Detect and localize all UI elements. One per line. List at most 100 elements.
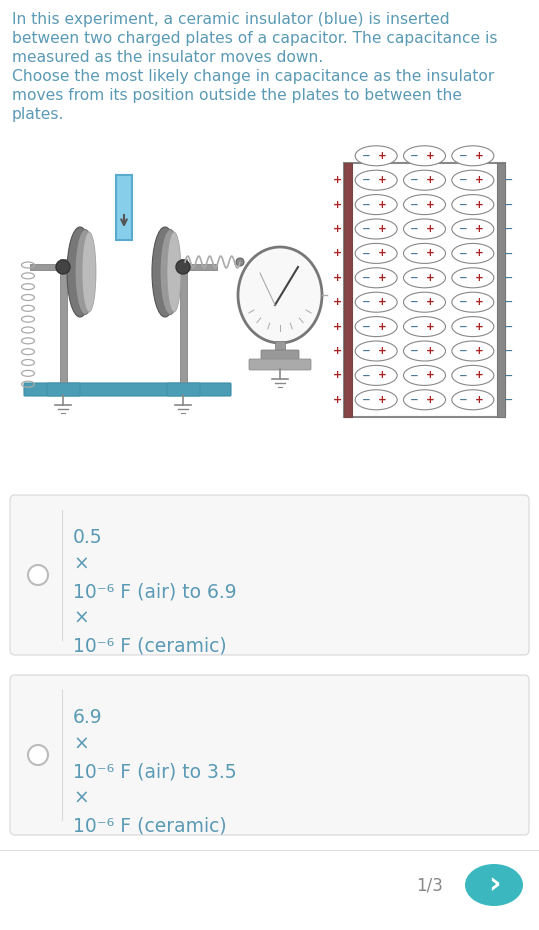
FancyBboxPatch shape <box>47 383 80 396</box>
Text: +: + <box>474 322 483 332</box>
Text: −: − <box>362 151 370 161</box>
Bar <box>344 163 505 417</box>
Text: +: + <box>474 298 483 307</box>
Bar <box>497 163 505 417</box>
Text: 10⁻⁶ F (air) to 3.5: 10⁻⁶ F (air) to 3.5 <box>73 762 237 781</box>
Text: +: + <box>378 322 386 332</box>
Text: +: + <box>378 224 386 234</box>
Text: −: − <box>362 224 370 234</box>
Ellipse shape <box>404 219 446 239</box>
Ellipse shape <box>355 219 397 239</box>
Text: +: + <box>426 322 435 332</box>
Text: −: − <box>410 346 419 356</box>
Ellipse shape <box>167 232 181 312</box>
Text: −: − <box>362 395 370 405</box>
Text: plates.: plates. <box>12 107 64 122</box>
Text: −: − <box>459 322 467 332</box>
Ellipse shape <box>452 390 494 410</box>
Text: +: + <box>426 272 435 283</box>
Bar <box>180 259 187 384</box>
Text: 10⁻⁶ F (ceramic): 10⁻⁶ F (ceramic) <box>73 816 226 835</box>
Text: measured as the insulator moves down.: measured as the insulator moves down. <box>12 50 323 65</box>
Text: −: − <box>362 175 370 185</box>
Text: −: − <box>410 248 419 259</box>
Text: +: + <box>378 346 386 356</box>
Text: +: + <box>474 200 483 209</box>
Bar <box>116 175 132 240</box>
Text: +: + <box>426 175 435 185</box>
Text: −: − <box>459 272 467 283</box>
Text: 10⁻⁶ F (air) to 6.9: 10⁻⁶ F (air) to 6.9 <box>73 582 237 601</box>
Ellipse shape <box>152 227 178 317</box>
Ellipse shape <box>160 230 180 314</box>
Ellipse shape <box>355 292 397 312</box>
Text: −: − <box>459 175 467 185</box>
Circle shape <box>28 565 48 585</box>
Text: −: − <box>505 346 514 356</box>
Text: +: + <box>334 248 343 259</box>
Text: +: + <box>378 151 386 161</box>
Bar <box>344 163 352 417</box>
Text: −: − <box>362 298 370 307</box>
Text: +: + <box>334 370 343 380</box>
Ellipse shape <box>355 365 397 385</box>
Text: −: − <box>459 395 467 405</box>
Text: +: + <box>474 175 483 185</box>
Text: −: − <box>505 298 514 307</box>
Text: +: + <box>334 272 343 283</box>
Text: −: − <box>410 370 419 380</box>
Circle shape <box>176 260 190 274</box>
Text: +: + <box>378 200 386 209</box>
Text: +: + <box>426 370 435 380</box>
Ellipse shape <box>465 864 523 906</box>
Ellipse shape <box>355 170 397 191</box>
Text: +: + <box>334 175 343 185</box>
Text: −: − <box>505 272 514 283</box>
Text: moves from its position outside the plates to between the: moves from its position outside the plat… <box>12 88 462 103</box>
Ellipse shape <box>238 247 322 343</box>
Ellipse shape <box>355 146 397 166</box>
Ellipse shape <box>404 170 446 191</box>
Ellipse shape <box>452 316 494 337</box>
Text: +: + <box>334 200 343 209</box>
Text: +: + <box>334 395 343 405</box>
Text: +: + <box>474 224 483 234</box>
Ellipse shape <box>404 390 446 410</box>
Ellipse shape <box>452 244 494 263</box>
Text: +: + <box>334 298 343 307</box>
Text: ×: × <box>73 735 89 754</box>
Text: −: − <box>410 395 419 405</box>
Text: +: + <box>378 248 386 259</box>
Text: −: − <box>410 151 419 161</box>
Text: +: + <box>378 272 386 283</box>
Bar <box>60 259 67 384</box>
Text: −: − <box>362 370 370 380</box>
Text: −: − <box>362 200 370 209</box>
Text: −: − <box>410 200 419 209</box>
Text: ×: × <box>73 555 89 574</box>
FancyBboxPatch shape <box>249 359 311 370</box>
Ellipse shape <box>355 194 397 215</box>
Text: −: − <box>362 322 370 332</box>
Text: +: + <box>426 298 435 307</box>
Ellipse shape <box>82 232 96 312</box>
Ellipse shape <box>452 194 494 215</box>
Text: +: + <box>378 395 386 405</box>
Text: +: + <box>426 248 435 259</box>
Text: −: − <box>505 370 514 380</box>
Ellipse shape <box>452 268 494 287</box>
Circle shape <box>28 745 48 765</box>
Text: ×: × <box>73 609 89 628</box>
Circle shape <box>236 258 244 266</box>
Text: −: − <box>459 346 467 356</box>
Text: 6.9: 6.9 <box>73 708 102 727</box>
Text: −: − <box>459 370 467 380</box>
FancyBboxPatch shape <box>10 675 529 835</box>
Ellipse shape <box>452 170 494 191</box>
Ellipse shape <box>404 146 446 166</box>
Ellipse shape <box>404 244 446 263</box>
FancyBboxPatch shape <box>261 350 299 362</box>
Ellipse shape <box>355 268 397 287</box>
Text: +: + <box>426 200 435 209</box>
Text: −: − <box>505 224 514 234</box>
